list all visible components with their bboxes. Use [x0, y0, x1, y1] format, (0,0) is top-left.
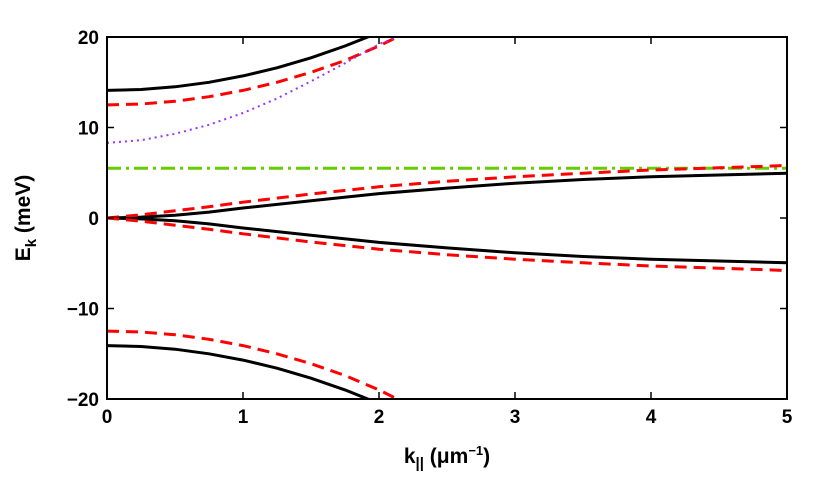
- x-tick-label: 4: [646, 407, 657, 428]
- series-line-7: [107, 216, 787, 265]
- x-tick-label: 0: [102, 407, 113, 428]
- series-line-5: [107, 171, 787, 220]
- y-tick-label: 0: [88, 209, 99, 230]
- y-tick-label: −10: [67, 300, 99, 321]
- x-tick-label: 5: [782, 407, 793, 428]
- series-line-2: [107, 37, 401, 107]
- y-tick-label: 20: [78, 28, 99, 49]
- x-tick-label: 3: [510, 407, 521, 428]
- y-axis-title: Ek (meV): [12, 175, 40, 262]
- y-tick-label: −20: [67, 390, 99, 411]
- x-tick-label: 1: [238, 407, 249, 428]
- series-line-9: [107, 344, 372, 399]
- plot-frame: [106, 36, 788, 400]
- x-tick-label: 2: [374, 407, 385, 428]
- x-axis-title: k|| (μm−1): [404, 443, 490, 472]
- tick-layer: 0 1 2 3 4 5 −20 −10 0 10 20: [67, 28, 793, 428]
- y-tick-label: 10: [78, 119, 99, 140]
- series-line-1: [107, 37, 372, 92]
- series-line-8: [107, 216, 787, 272]
- series-line-10: [107, 329, 401, 399]
- series-layer: [107, 37, 787, 399]
- series-line-6: [107, 164, 787, 220]
